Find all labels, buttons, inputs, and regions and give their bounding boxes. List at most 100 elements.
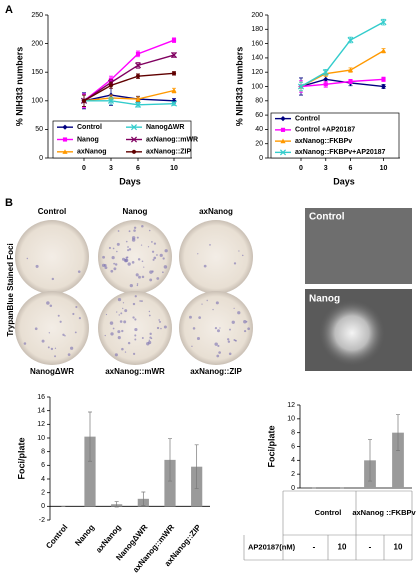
focus-dot	[138, 275, 141, 279]
focus-dot	[121, 329, 124, 333]
error-bar	[141, 491, 146, 506]
focus-dot	[141, 260, 144, 263]
focus-dot	[233, 262, 237, 265]
bar	[392, 432, 404, 488]
focus-dot	[209, 244, 211, 246]
focus-dot	[227, 340, 231, 343]
focus-dot	[156, 277, 160, 280]
focus-dot	[105, 313, 108, 316]
focus-dot	[102, 255, 105, 259]
focus-dot	[127, 341, 131, 345]
focus-dot	[247, 327, 250, 331]
focus-dot	[245, 320, 248, 323]
marker	[323, 82, 328, 87]
focus-dot	[162, 257, 165, 260]
error-bar	[114, 501, 119, 508]
marker	[62, 124, 68, 130]
marker	[280, 116, 286, 122]
focus-dot	[116, 250, 118, 253]
focus-dot	[54, 355, 57, 358]
focus-dot	[228, 352, 232, 356]
focus-dot	[51, 277, 55, 281]
focus-dot	[113, 262, 116, 265]
legend-label: axNanog::ZIP	[146, 149, 191, 156]
legend-box	[52, 120, 192, 159]
focus-dot	[163, 265, 168, 269]
marker	[380, 83, 387, 90]
focus-dot	[238, 250, 240, 252]
x-tick-label: 10	[380, 165, 388, 172]
plate	[98, 220, 172, 294]
focus-dot	[192, 327, 196, 330]
y-axis-label: Foci/plate	[16, 437, 26, 479]
focus-dot	[148, 229, 151, 232]
focus-dot	[64, 335, 66, 337]
focus-dot	[104, 334, 106, 337]
focus-dot	[131, 236, 136, 240]
focus-dot	[114, 263, 118, 266]
focus-dot	[151, 250, 155, 253]
legend-label: Control	[295, 115, 320, 122]
focus-dot	[134, 318, 137, 321]
plates-side-label: TrypanBlue Stained Foci	[6, 243, 15, 336]
focus-dot	[131, 261, 135, 264]
plate	[15, 220, 89, 294]
focus-dot	[117, 297, 122, 302]
focus-dot	[112, 327, 115, 330]
y-tick-label: 200	[251, 12, 263, 19]
series-line	[83, 72, 175, 102]
x-tick-label: Control	[44, 523, 69, 551]
focus-dot	[163, 325, 167, 329]
focus-dot	[136, 236, 139, 239]
focus-dot	[148, 339, 151, 342]
focus-dot	[135, 273, 139, 277]
focus-dot	[127, 246, 129, 248]
plate-label: NanogΔWR	[30, 367, 74, 376]
focus-dot	[124, 309, 128, 313]
focus-dot	[151, 241, 153, 243]
focus-dot	[216, 329, 220, 333]
focus-dot	[158, 319, 160, 321]
focus-dot	[124, 258, 129, 263]
x-tick-label: -	[369, 543, 372, 552]
marker	[380, 48, 387, 53]
focus-dot	[214, 342, 218, 346]
focus-dot	[136, 284, 139, 287]
focus-dot	[108, 246, 111, 250]
y-tick-label: 12	[287, 402, 295, 409]
focus-dot	[127, 262, 131, 266]
y-tick-label: 40	[255, 126, 263, 133]
group-label: axNanog ::FKBPv	[352, 508, 416, 517]
marker	[347, 37, 354, 44]
x-tick-label: 3	[109, 165, 113, 172]
bar	[84, 436, 96, 507]
focus-dot	[54, 347, 57, 349]
series-line	[84, 100, 175, 106]
x-tick-label: -	[313, 543, 316, 552]
legend-box	[270, 112, 400, 159]
series-line	[83, 94, 175, 102]
focus-dot	[150, 337, 153, 340]
focus-dot	[191, 345, 193, 348]
x-tick-label: 6	[349, 165, 353, 172]
focus-dot	[49, 304, 53, 308]
marker	[279, 149, 287, 156]
y-axis-label: % NIH3t3 numbers	[234, 47, 244, 127]
focus-dot	[233, 307, 235, 310]
focus-dot	[113, 267, 117, 271]
plate	[15, 291, 89, 365]
focus-dot	[201, 303, 203, 305]
focus-dot	[117, 230, 120, 232]
focus-dot	[123, 320, 127, 324]
focus-dot	[133, 229, 136, 232]
panel-label: A	[5, 4, 13, 16]
legend-label: axNanog::mWR	[146, 136, 198, 143]
focus-dot	[141, 275, 145, 279]
marker	[171, 87, 177, 93]
micrograph-label: Control	[309, 212, 345, 223]
focus-dot	[26, 257, 29, 260]
y-tick-label: 4	[41, 476, 45, 483]
marker	[297, 83, 305, 90]
focus	[318, 299, 386, 367]
